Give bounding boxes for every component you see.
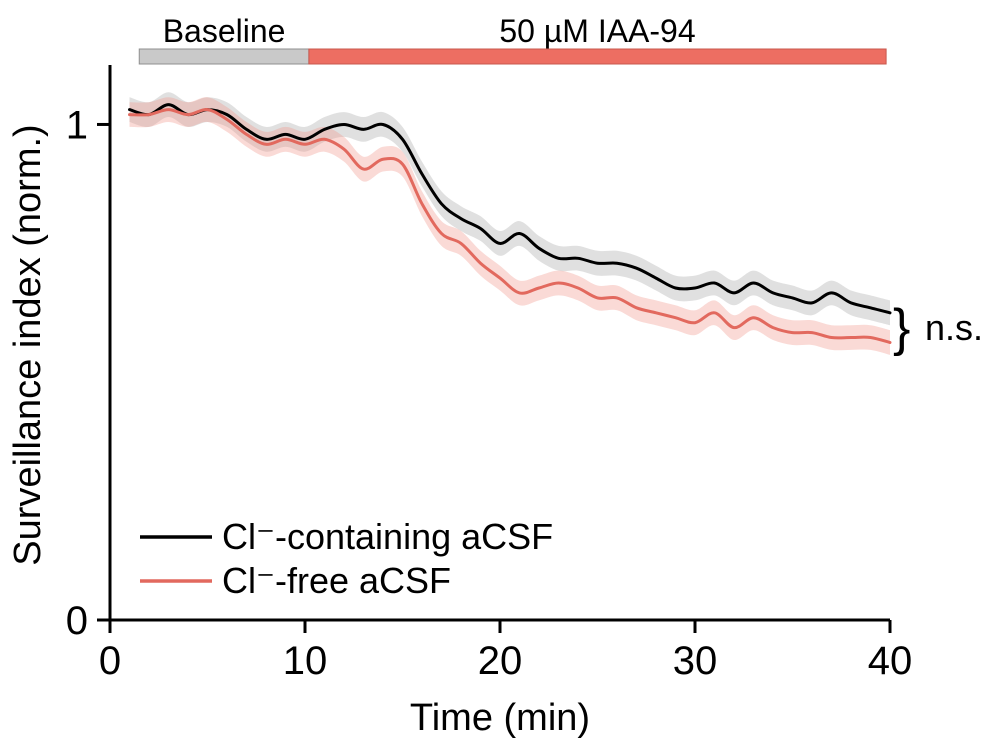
phase-bar-label-1: 50 µM IAA-94	[499, 13, 695, 49]
series-line-1	[128, 108, 892, 344]
ticks-layer: 0 10 20 30 40 0 1	[66, 103, 913, 683]
y-tick-label: 1	[66, 103, 88, 147]
x-tick-label: 0	[99, 639, 121, 683]
x-tick-label: 40	[868, 639, 913, 683]
x-tick-label: 10	[283, 639, 328, 683]
phase-bars-layer: Baseline 50 µM IAA-94	[138, 13, 887, 65]
phase-bar-label-0: Baseline	[163, 13, 286, 49]
x-tick-label: 20	[478, 639, 523, 683]
error-band-series-1	[129, 97, 890, 355]
x-tick-label: 30	[673, 639, 718, 683]
x-axis-title: Time (min)	[410, 697, 590, 739]
ns-label: n.s.	[925, 307, 983, 348]
y-axis-title: Surveillance index (norm.)	[7, 124, 49, 565]
series-lines-layer	[128, 103, 892, 344]
legend-label-0: Cl⁻-containing aCSF	[222, 516, 553, 557]
phase-bar-0	[138, 48, 310, 65]
y-tick-label: 0	[66, 599, 88, 643]
phase-bar-1	[308, 48, 887, 65]
series-line-0	[128, 103, 892, 315]
ns-brace: }	[893, 299, 910, 357]
legend-label-1: Cl⁻-free aCSF	[222, 560, 451, 601]
